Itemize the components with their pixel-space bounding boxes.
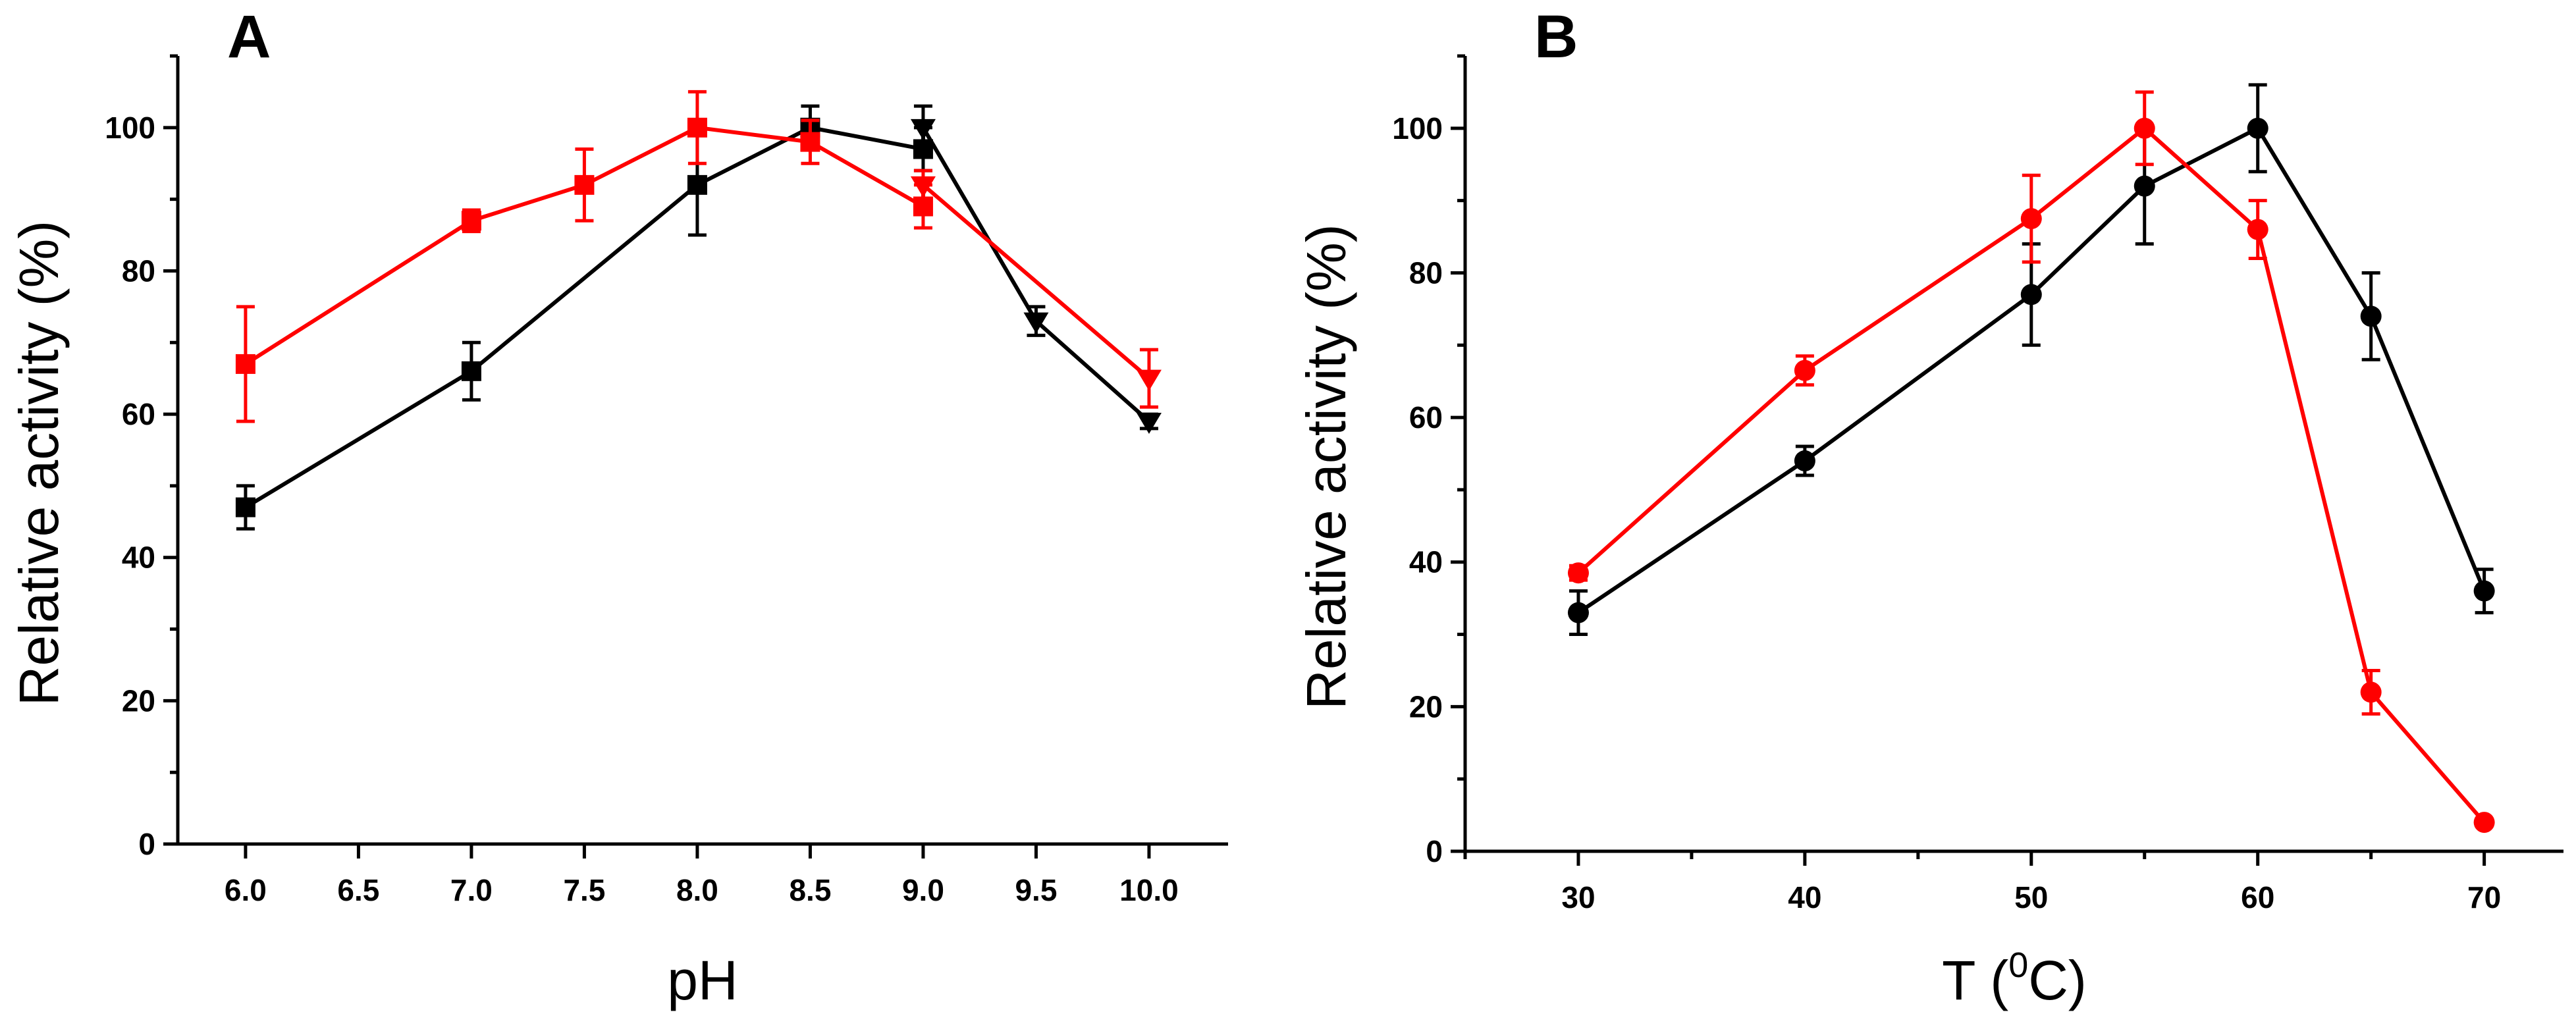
x-axis-title-main: T ( [1942, 949, 2008, 1011]
y-tick-label: 20 [122, 683, 155, 718]
y-tick-label: 60 [122, 397, 155, 431]
data-point-triangle [910, 176, 936, 198]
series-line-black [244, 120, 1150, 510]
data-point-circle [2133, 175, 2155, 197]
data-point-square [800, 132, 820, 152]
y-tick-label: 40 [1409, 545, 1443, 579]
data-point-square [461, 361, 481, 381]
data-point-circle [2360, 305, 2382, 327]
y-tick-label: 60 [1409, 400, 1443, 435]
data-point-triangle [1136, 369, 1162, 391]
y-axis-title: Relative activity (%) [1295, 224, 1357, 710]
x-tick-label: 7.0 [450, 873, 493, 907]
y-tick-label: 80 [122, 253, 155, 288]
data-point-circle [2020, 284, 2042, 305]
data-point-circle [1794, 450, 1815, 471]
data-point-square [687, 174, 707, 195]
x-tick-label: 70 [2467, 880, 2501, 914]
data-point-square [461, 211, 481, 231]
y-tick-label: 100 [1392, 111, 1443, 145]
y-tick-label: 100 [105, 111, 155, 145]
data-point-square [235, 354, 255, 374]
x-tick-label: 8.0 [676, 873, 718, 907]
panel-a: 0 20 40 60 80 100 6.0 6.5 7.0 7.5 8.0 8.5 9.0 9.5 10.0… [8, 3, 1228, 1011]
data-point-circle [1567, 602, 1589, 623]
x-tick-label: 10.0 [1119, 873, 1179, 907]
data-point-triangle [1136, 412, 1162, 434]
x-tick-label: 9.5 [1015, 873, 1057, 907]
data-point-circle [2360, 681, 2382, 703]
panel-letter: A [227, 3, 271, 70]
data-point-circle [2473, 580, 2495, 602]
data-point-circle [2020, 208, 2042, 230]
x-tick-label: 6.5 [337, 873, 379, 907]
data-point-square [574, 174, 595, 195]
x-tick-label: 8.5 [789, 873, 831, 907]
data-point-square [687, 117, 707, 138]
x-axis-title: pH [667, 949, 738, 1011]
data-point-circle [2247, 117, 2268, 139]
y-tick-label: 0 [1426, 834, 1443, 868]
data-point-square [235, 497, 255, 517]
data-point-triangle [1023, 312, 1049, 334]
data-point-circle [2247, 219, 2268, 240]
y-axis-title: Relative activity (%) [8, 221, 70, 706]
y-tick-label: 20 [1409, 689, 1443, 724]
x-axis-title-sup: 0 [2008, 945, 2028, 985]
x-tick-label: 6.0 [225, 873, 267, 907]
x-tick-label: 30 [1561, 880, 1595, 914]
y-tick-label: 80 [1409, 255, 1443, 290]
data-point-triangle [910, 119, 936, 140]
data-point-circle [1794, 359, 1815, 381]
x-tick-label: 7.5 [563, 873, 605, 907]
x-tick-label: 50 [2014, 880, 2048, 914]
data-point-circle [1567, 562, 1589, 584]
panel-letter: B [1534, 3, 1578, 70]
y-tick-label: 40 [122, 541, 155, 575]
y-tick-label: 0 [138, 827, 155, 861]
x-tick-label: 40 [1788, 880, 1821, 914]
x-axis-title-end: C) [2028, 949, 2087, 1011]
x-tick-label: 9.0 [902, 873, 944, 907]
data-point-circle [2473, 812, 2495, 833]
data-point-circle [2133, 117, 2155, 139]
x-axis-title: T (0C) [1942, 945, 2087, 1011]
x-tick-label: 60 [2241, 880, 2274, 914]
